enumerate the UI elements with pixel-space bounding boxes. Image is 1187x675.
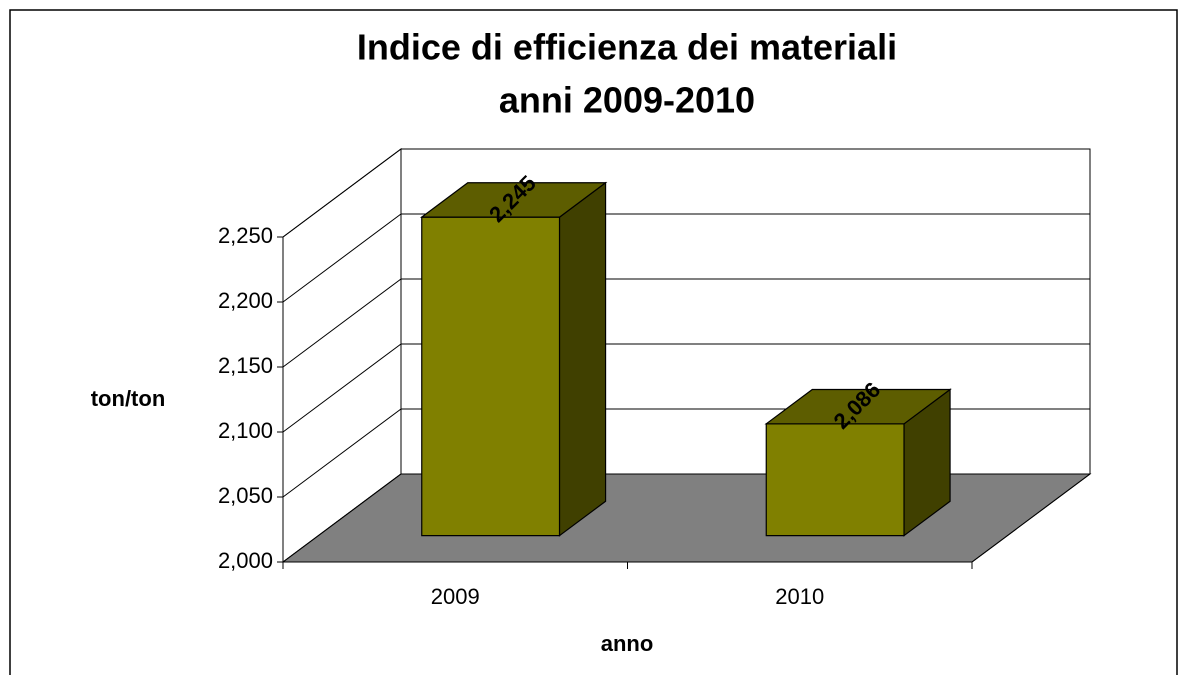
bar (764, 388, 952, 537)
x-tick-label: 2009 (431, 584, 480, 609)
chart-title: anni 2009-2010 (499, 80, 755, 121)
x-axis-label: anno (601, 631, 654, 656)
grid-line (282, 148, 1090, 238)
y-axis-label: ton/ton (91, 386, 166, 411)
chart-title: Indice di efficienza dei materiali (357, 27, 897, 68)
bar-top (764, 388, 952, 425)
y-tick-label: 2,000 (218, 548, 273, 573)
bar-front (765, 423, 905, 537)
grid-line (282, 213, 1090, 303)
y-tick-label: 2,250 (218, 223, 273, 248)
y-tick-label: 2,150 (218, 353, 273, 378)
floor (281, 473, 1092, 563)
grid-line (282, 278, 1090, 368)
bar-front (421, 216, 561, 537)
bar-side (558, 181, 607, 537)
y-tick-label: 2,200 (218, 288, 273, 313)
grid-line (282, 343, 1090, 433)
x-tick-label: 2010 (775, 584, 824, 609)
y-tick-label: 2,100 (218, 418, 273, 443)
x-axis-depth (971, 473, 1091, 563)
bar-top (419, 182, 608, 218)
bar (419, 181, 608, 537)
y-tick-label: 2,050 (218, 483, 273, 508)
